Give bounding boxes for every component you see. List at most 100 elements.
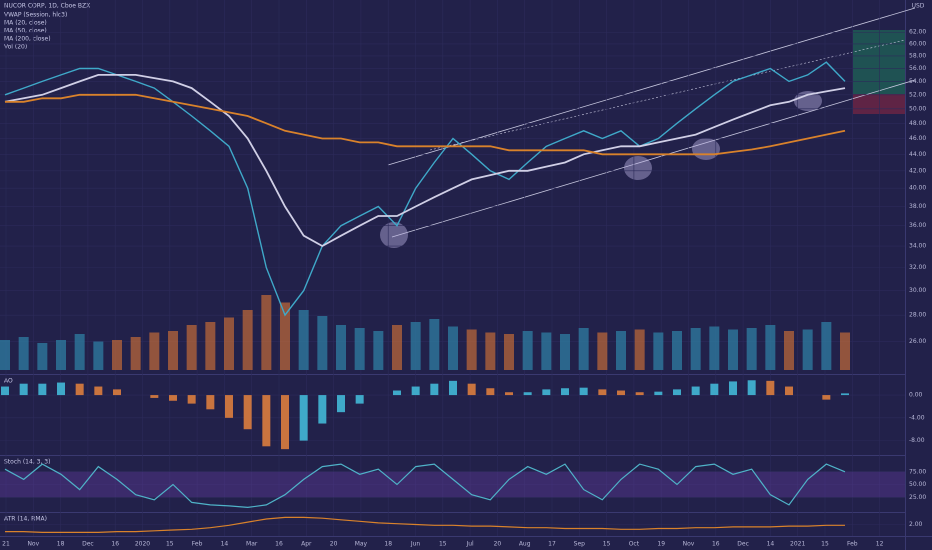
x-tick-label: 12 [876,541,884,548]
ao-bar [318,395,327,424]
legend-entry: VWAP (Session, hlc3) [4,12,67,19]
y-tick-label: 30.00 [909,287,926,294]
volume-bar [522,331,533,370]
highlight [624,156,652,180]
x-tick-label: 16 [275,541,283,548]
y-tick-label: -4.00 [909,414,925,421]
currency: USD [912,3,925,10]
volume-bar [242,310,253,370]
ao-bar [225,395,233,418]
x-tick-label: Dec [82,541,94,548]
volume-bar [280,302,290,370]
ao-bar [579,387,588,396]
volume-bar [821,322,832,370]
volume-bar [37,343,48,370]
ao-bar [75,383,84,396]
ao-bar [673,389,681,396]
y-tick-label: 48.00 [909,120,926,127]
x-tick-label: 14 [767,541,775,548]
y-tick-label: 52.00 [909,91,926,98]
volume-bar [56,340,66,370]
x-tick-label: 2021 [790,541,805,548]
y-tick-label: 32.00 [909,264,926,271]
ao-bar [691,386,700,396]
ao-bar [710,383,719,396]
x-tick-label: 20 [330,541,338,548]
price-line [4,61,846,317]
x-tick-label: 15 [603,541,611,548]
x-tick-label: Mar [246,541,258,548]
x-tick-label: May [355,541,368,548]
x-tick-label: 21 [2,541,10,548]
ao-bar [729,381,737,396]
ao-bar [561,388,569,396]
y-tick-label: 44.00 [909,151,926,158]
indicator-line [4,463,846,509]
volume-bar [672,331,682,370]
volume-bar [112,340,122,370]
x-tick-label: 17 [548,541,556,548]
ao-bar [113,389,121,396]
price-line [4,74,846,248]
y-tick-label: 62.00 [909,29,926,36]
legend-entry: MA (20, close) [4,20,47,27]
volume-bar [728,329,738,370]
y-tick-label: 42.00 [909,167,926,174]
volume-bar [317,316,328,370]
x-tick-label: Sep [574,541,586,548]
x-tick-label: 16 [712,541,720,548]
volume-bar [93,341,104,370]
axis-divider [905,0,906,550]
profit-zone [853,30,905,94]
ao-bar [150,395,159,398]
x-tick-label: Jun [410,541,421,548]
y-tick-label: 50.00 [909,481,926,488]
ao-bar [747,380,756,396]
pane-title: Stoch (14, 3, 3) [4,459,50,466]
volume-bar [410,322,421,370]
ao-bar [617,390,625,396]
y-tick-label: 40.00 [909,185,926,192]
price-line [5,93,846,156]
volume-bar [186,325,197,370]
x-tick-label: Nov [683,541,695,548]
pane-divider [0,455,905,456]
volume-bar [298,310,309,370]
ao-bar [57,382,65,396]
ao-bar [449,380,457,396]
ao-bar [243,395,252,430]
y-tick-label: 60.00 [909,40,926,47]
volume-bar [0,340,10,370]
ao-bar [523,392,532,396]
y-tick-label: 46.00 [909,135,926,142]
channel-line [387,7,916,166]
volume-bar [653,332,664,370]
x-tick-label: 2020 [135,541,150,548]
ao-bar [281,395,289,450]
x-tick-label: Feb [847,541,858,548]
indicator-line [5,516,845,533]
volume-bar [840,332,850,370]
x-tick-label: Dec [737,541,749,548]
y-tick-label: 34.00 [909,243,926,250]
volume-bar [616,331,626,370]
pane-divider [0,536,932,537]
volume-bar [541,332,552,370]
x-tick-label: Aug [519,541,531,548]
legend-entry: MA (50, close) [4,28,47,35]
volume-bar [784,331,794,370]
x-tick-label: 19 [657,541,665,548]
x-tick-label: 15 [821,541,829,548]
legend-entry: MA (200, close) [4,36,51,43]
volume-bar [504,334,514,370]
ao-bar [355,395,364,404]
ao-bar [505,392,513,396]
volume-bar [149,332,160,370]
volume-bar [560,334,570,370]
volume-bar [168,331,178,370]
chart-title: NUCOR CORP, 1D, Cboe BZX [4,3,90,10]
ao-bar [1,386,9,396]
y-tick-label: -8.00 [909,437,925,444]
y-tick-label: 26.00 [909,338,926,345]
